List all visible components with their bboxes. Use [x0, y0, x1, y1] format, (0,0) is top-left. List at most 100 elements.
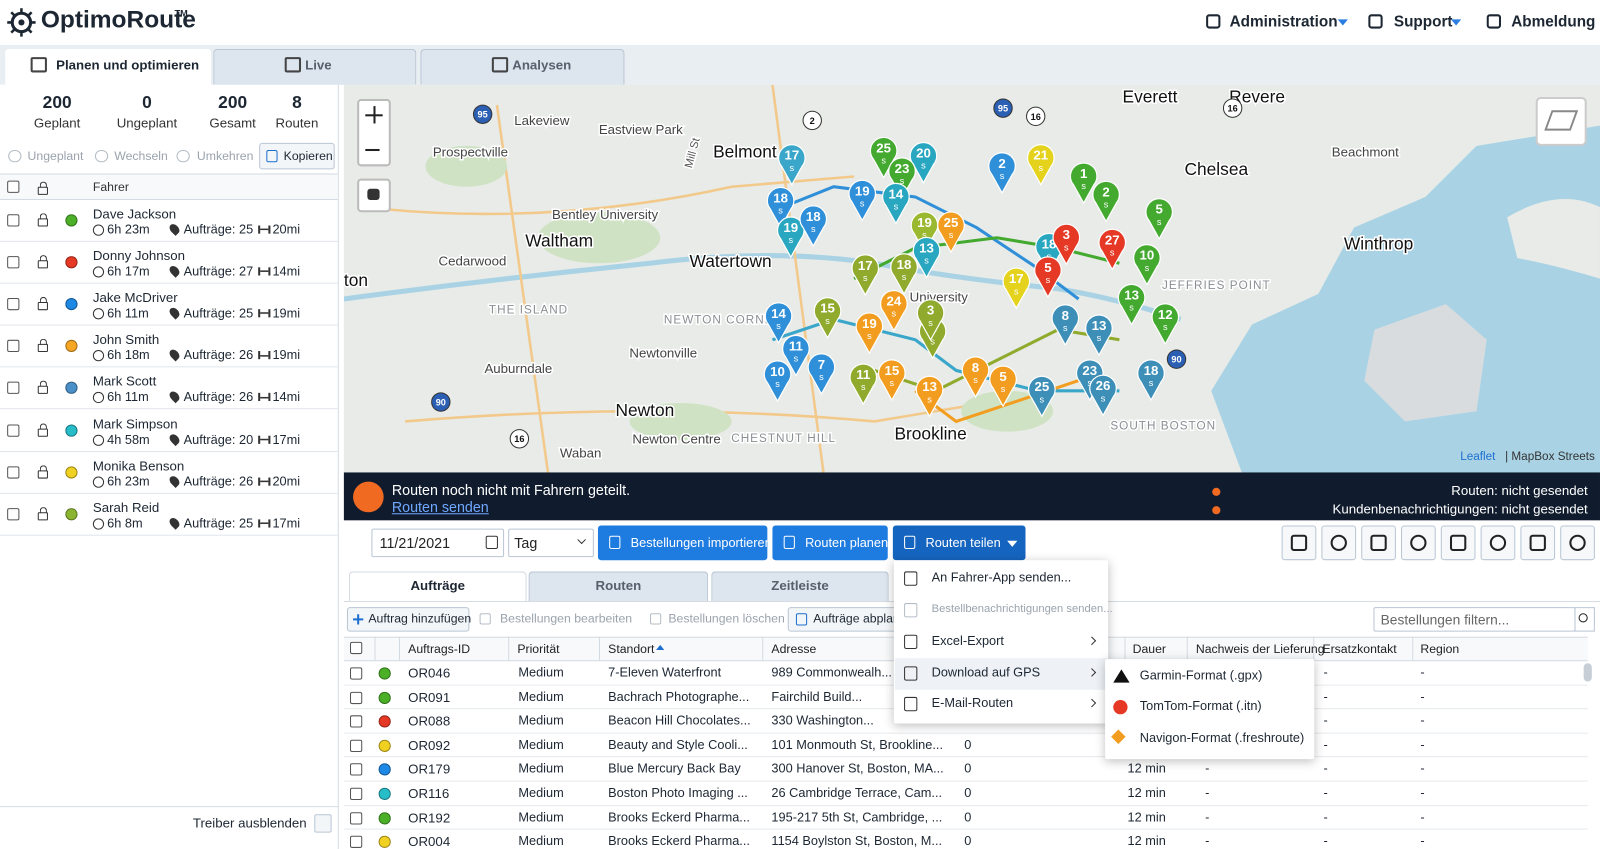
toolbar-button-label[interactable]: Routen teilen — [925, 535, 1001, 550]
copy-label[interactable]: Kopieren — [283, 148, 333, 164]
draw-tool[interactable] — [357, 178, 391, 213]
map-tool-button[interactable] — [1281, 525, 1317, 561]
map-pin[interactable] — [766, 186, 795, 229]
table-row[interactable] — [343, 709, 1588, 734]
checkbox[interactable] — [349, 835, 363, 849]
map-pin[interactable] — [916, 299, 945, 342]
map-pin[interactable] — [1052, 223, 1081, 266]
map-pin[interactable] — [813, 297, 842, 340]
collapse-button[interactable] — [314, 814, 332, 833]
table-row[interactable] — [343, 782, 1588, 806]
map-pin[interactable] — [855, 312, 884, 355]
table-row[interactable] — [343, 758, 1588, 782]
driver-row[interactable] — [0, 368, 338, 410]
map-tool-button[interactable] — [1520, 525, 1556, 561]
map-pin[interactable] — [1133, 243, 1161, 286]
map-pin[interactable] — [764, 302, 793, 345]
map-pin[interactable] — [807, 353, 836, 396]
map-pin[interactable] — [1002, 267, 1031, 310]
map-pin[interactable] — [1089, 374, 1117, 417]
layers-button[interactable] — [1535, 96, 1587, 146]
map-pin[interactable] — [1098, 228, 1127, 271]
map-pin[interactable] — [782, 334, 810, 377]
submenu-item[interactable]: TomTom-Format (.itn) — [1139, 698, 1262, 714]
checkbox[interactable] — [7, 298, 20, 311]
map-pin[interactable] — [961, 356, 990, 399]
map-pin[interactable] — [1026, 143, 1055, 186]
map-pin[interactable] — [1092, 180, 1120, 223]
nav-link[interactable]: Abmeldung — [1511, 13, 1596, 31]
map-pin[interactable] — [1145, 198, 1174, 241]
action-disabled[interactable]: Wechseln — [114, 148, 168, 164]
checkbox[interactable] — [349, 739, 363, 752]
submenu-item[interactable]: Garmin-Format (.gpx) — [1139, 668, 1263, 683]
action-disabled[interactable]: Ungeplant — [27, 148, 84, 164]
column-header[interactable]: Standort — [608, 641, 655, 657]
date-input[interactable] — [371, 528, 505, 558]
copy-button[interactable] — [259, 142, 335, 170]
driver-row[interactable] — [0, 410, 338, 452]
zoom-out[interactable] — [365, 148, 380, 152]
map-pin[interactable] — [1137, 359, 1165, 402]
checkbox[interactable] — [7, 507, 20, 521]
checkbox[interactable] — [7, 382, 20, 395]
checkbox[interactable] — [7, 465, 20, 479]
map-pin[interactable] — [879, 289, 908, 332]
map-pin[interactable] — [777, 143, 806, 186]
map-pin[interactable] — [888, 157, 916, 200]
table-row[interactable] — [343, 733, 1588, 758]
menu-item[interactable]: Excel-Export — [931, 633, 1004, 648]
map-pin[interactable] — [799, 205, 828, 248]
sub-tab[interactable] — [528, 571, 709, 602]
map-pin[interactable] — [1069, 162, 1098, 205]
driver-row[interactable] — [0, 242, 338, 284]
map-pin[interactable] — [1085, 314, 1113, 357]
map-pin[interactable] — [1117, 283, 1146, 326]
map-pin[interactable] — [915, 375, 944, 418]
checkbox[interactable] — [7, 214, 20, 227]
tab[interactable] — [213, 48, 417, 85]
tab-label[interactable]: Live — [305, 57, 332, 73]
column-header[interactable]: Ersatzkontakt — [1322, 641, 1397, 657]
sub-tab[interactable] — [348, 571, 527, 602]
column-header[interactable]: Region — [1420, 641, 1460, 657]
map-pin[interactable] — [988, 152, 1016, 195]
tab[interactable] — [5, 48, 212, 85]
driver-row[interactable] — [0, 284, 338, 326]
unschedule-label[interactable]: Aufträge abplan — [813, 611, 900, 626]
checkbox[interactable] — [349, 811, 363, 825]
table-row[interactable] — [343, 806, 1588, 830]
sub-tab-label[interactable]: Aufträge — [410, 577, 466, 593]
column-header[interactable]: Auftrags-ID — [408, 641, 471, 657]
menu-item[interactable]: Download auf GPS — [931, 665, 1041, 680]
checkbox[interactable] — [349, 691, 363, 704]
hide-drivers[interactable]: Treiber ausblenden — [192, 815, 307, 831]
map-pin[interactable] — [989, 365, 1017, 408]
period-select[interactable] — [508, 528, 594, 558]
map-pin[interactable] — [912, 236, 941, 279]
map-pin[interactable] — [1034, 256, 1062, 299]
nav-link[interactable]: Administration — [1229, 13, 1338, 31]
map-pin[interactable] — [1151, 303, 1180, 346]
map-pin[interactable] — [909, 141, 938, 184]
map-pin[interactable] — [877, 359, 906, 402]
add-order-label[interactable]: Auftrag hinzufügen — [368, 611, 472, 626]
map-pin[interactable] — [882, 182, 910, 225]
menu-item[interactable]: An Fahrer-App senden... — [931, 570, 1072, 585]
search-button[interactable] — [1574, 607, 1595, 632]
driver-row[interactable] — [0, 200, 338, 242]
map-pin[interactable] — [1051, 304, 1080, 347]
toolbar-button[interactable] — [772, 525, 888, 561]
column-header[interactable]: Dauer — [1132, 641, 1166, 657]
column-header[interactable]: Nachweis der Lieferung — [1195, 641, 1325, 657]
map-pin[interactable] — [849, 363, 878, 406]
checkbox[interactable] — [7, 340, 20, 353]
map[interactable]: Everett Revere Chelsea Beachmont Winthrop Lak… — [343, 84, 1600, 473]
checkbox[interactable] — [349, 641, 363, 655]
tab-label[interactable]: Analysen — [512, 57, 572, 73]
map-pin[interactable] — [776, 216, 805, 259]
tab-label[interactable]: Planen und optimieren — [56, 57, 200, 73]
add-order-button[interactable] — [346, 607, 470, 632]
map-pin[interactable] — [763, 360, 792, 403]
table-action-disabled[interactable]: Bestellungen bearbeiten — [499, 611, 633, 626]
